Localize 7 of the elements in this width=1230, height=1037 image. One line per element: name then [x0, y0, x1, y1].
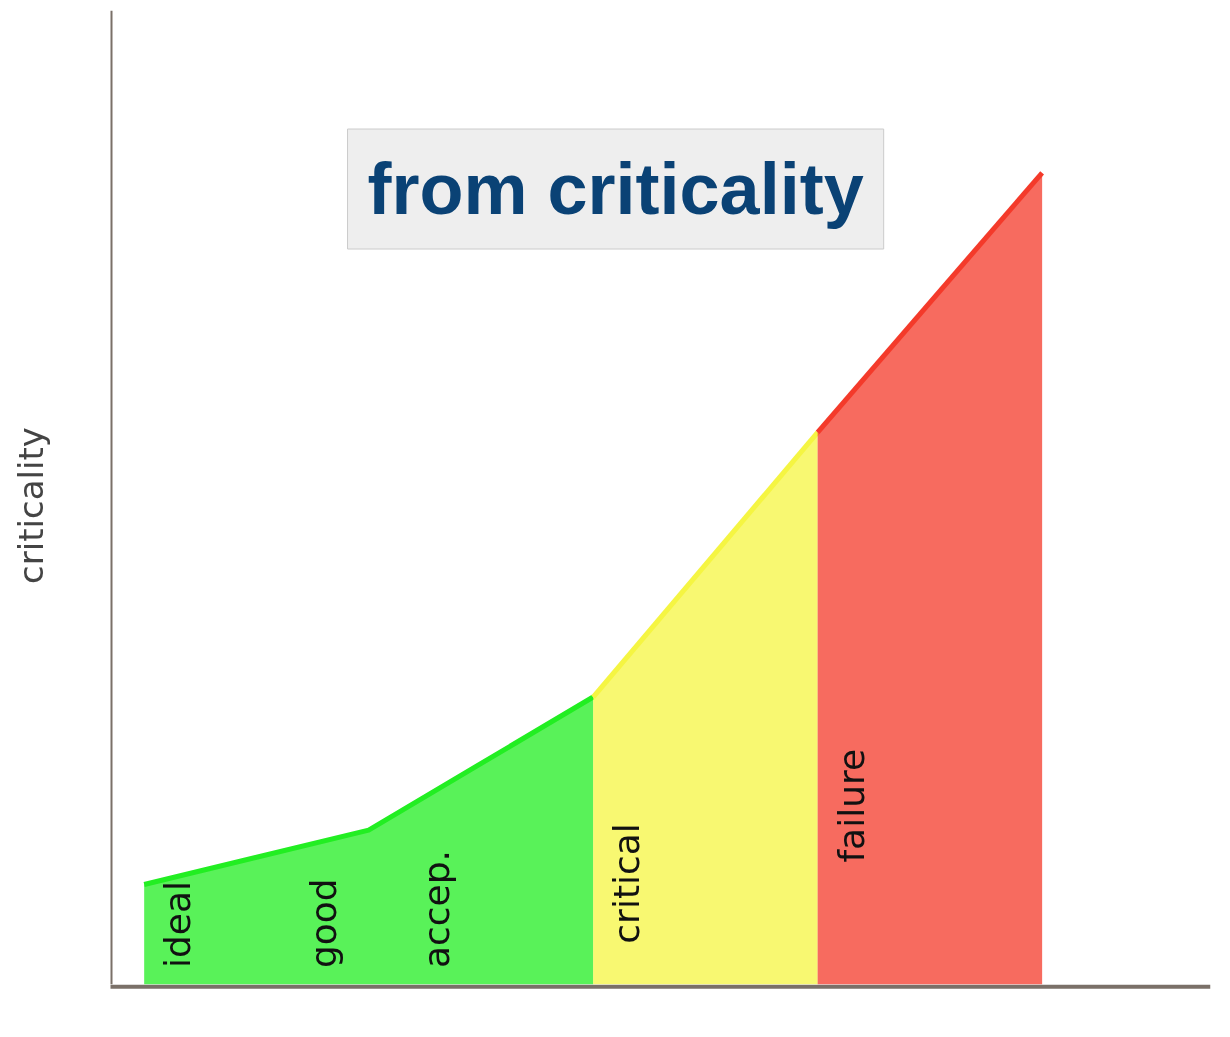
annotation: critical [606, 823, 648, 944]
annotation: good [303, 878, 345, 969]
chart-title: from criticality [367, 149, 864, 230]
annotation: failure [830, 748, 872, 863]
annotation: accep. [415, 849, 457, 969]
annotation: ideal [157, 880, 199, 969]
y-axis-title: criticality [10, 427, 51, 584]
